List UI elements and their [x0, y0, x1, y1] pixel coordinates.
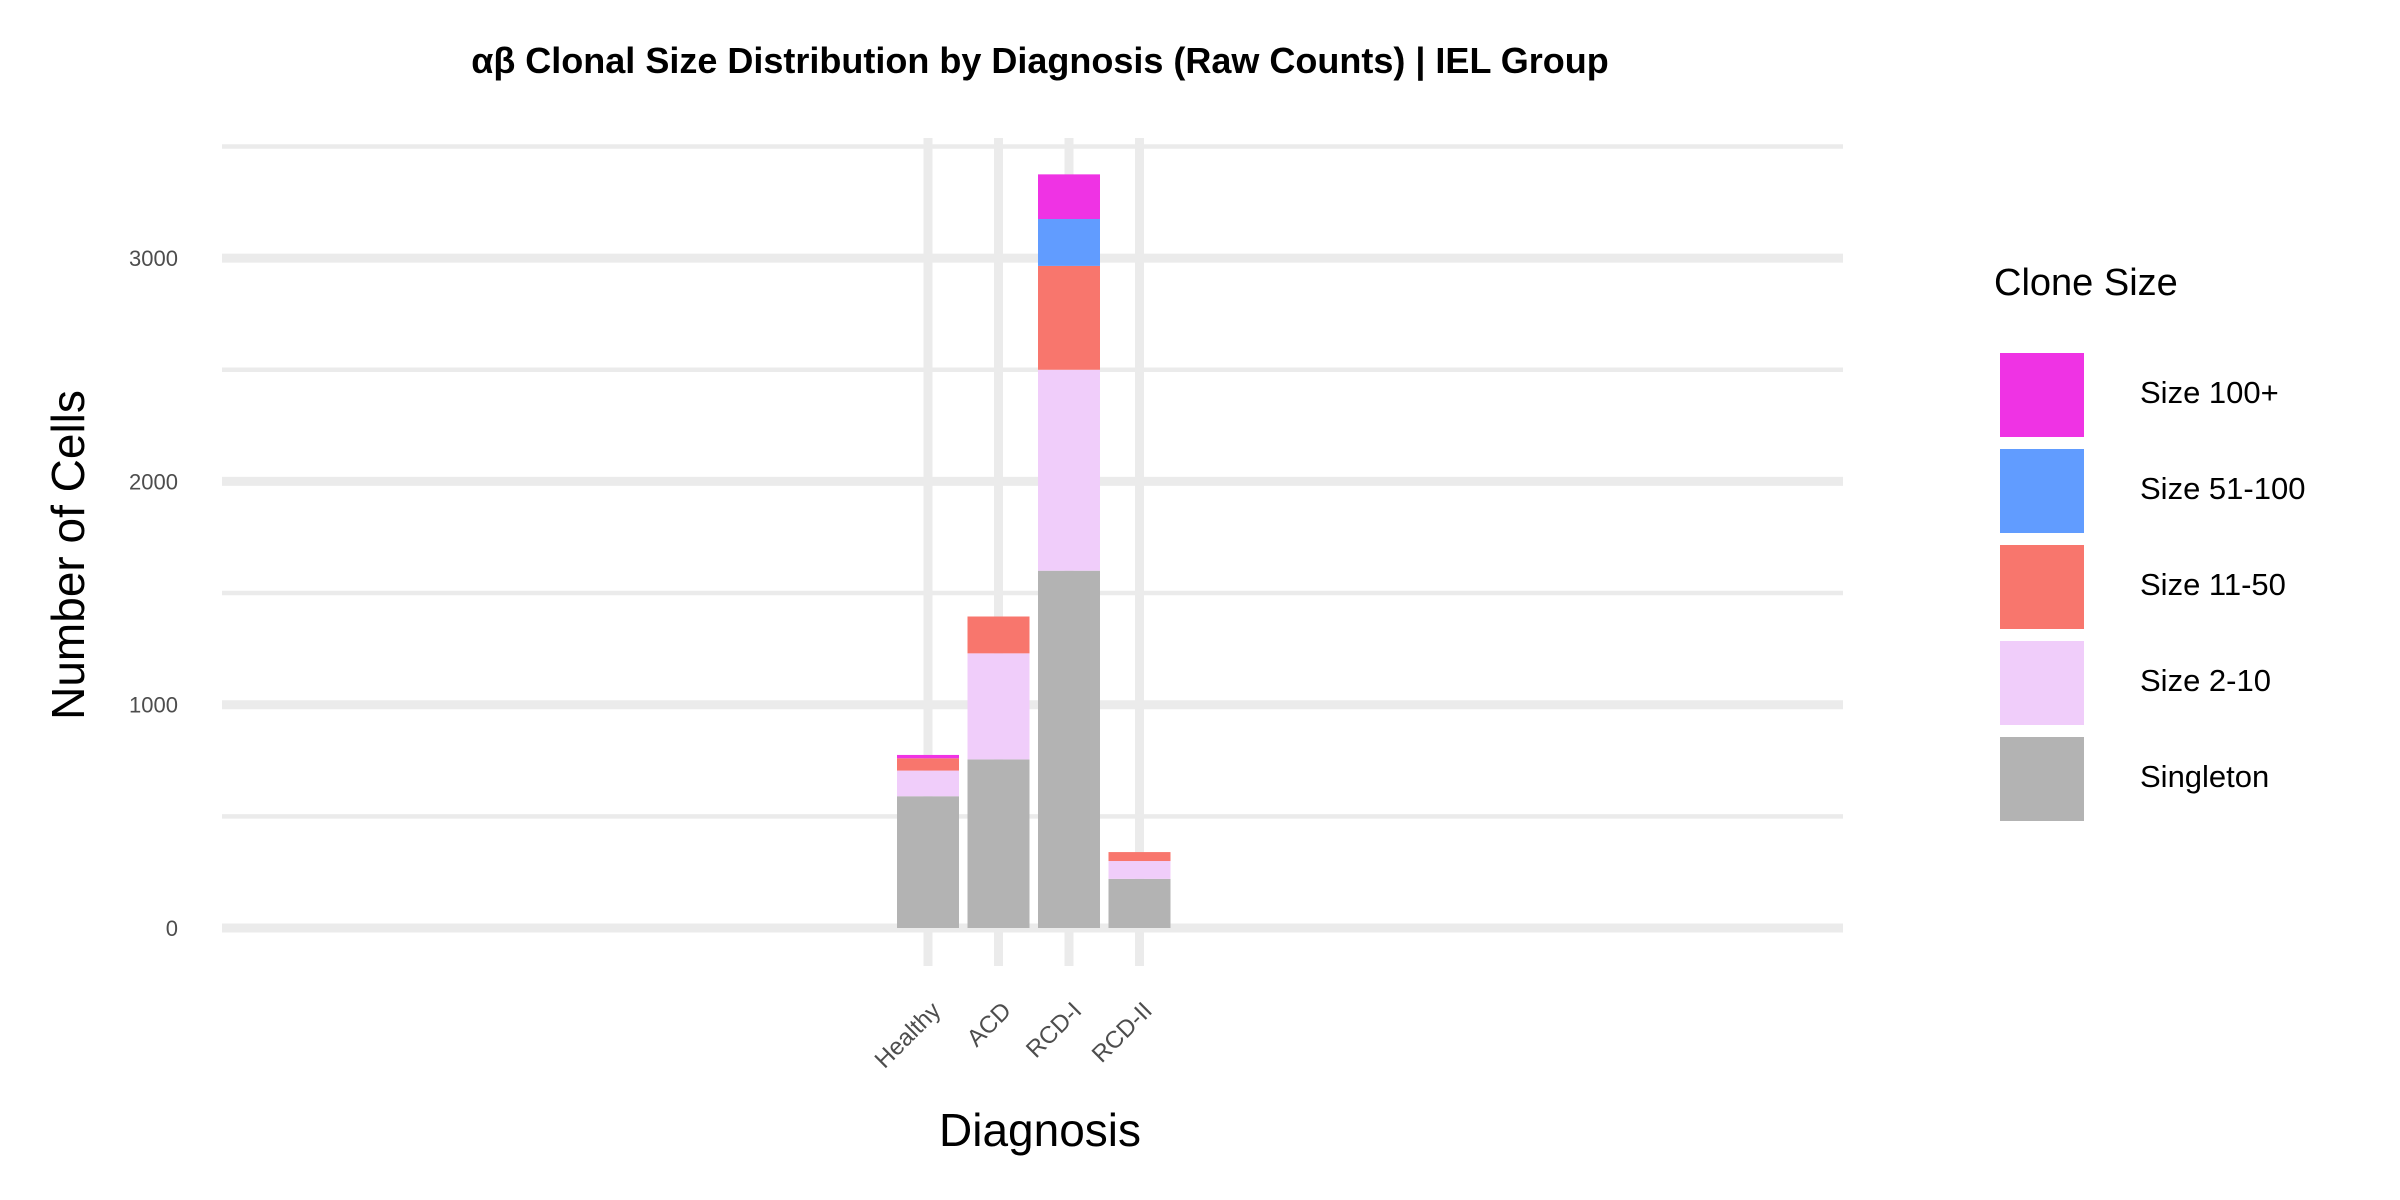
bar-segment	[1038, 265, 1100, 370]
legend-item: Size 11-50	[1994, 545, 2286, 641]
y-tick-label: 2000	[129, 469, 178, 494]
legend-key	[2000, 641, 2084, 725]
chart-title: αβ Clonal Size Distribution by Diagnosis…	[471, 40, 1609, 81]
legend-key	[2000, 449, 2084, 533]
bar-segment	[897, 796, 959, 928]
legend-key	[2000, 353, 2084, 437]
legend-items: Size 100+ Size 51-100 Size 11-50 Size 2-10 S…	[1994, 353, 2305, 833]
bar-segment	[1038, 174, 1100, 220]
bars	[897, 174, 1171, 928]
legend-key	[2000, 545, 2084, 629]
x-tick-label: Healthy	[870, 997, 947, 1074]
x-axis-title: Diagnosis	[939, 1104, 1141, 1156]
x-tick-label: ACD	[962, 997, 1017, 1052]
legend-label: Size 51-100	[2140, 471, 2306, 506]
legend-label: Size 100+	[2140, 375, 2279, 410]
bar-segment	[897, 758, 959, 771]
bar-segment	[967, 759, 1030, 928]
y-tick-label: 0	[166, 916, 178, 941]
bar-segment	[897, 754, 959, 759]
legend-item: Size 51-100	[1994, 449, 2305, 545]
bar-segment	[897, 770, 959, 797]
y-tick-labels: 0 1000 2000 3000	[129, 246, 178, 941]
bar-segment	[1038, 570, 1100, 928]
bar-segment	[1038, 369, 1100, 571]
legend-label: Size 11-50	[2140, 567, 2286, 602]
x-tick-labels: Healthy ACD RCD-I RCD-II	[870, 997, 1158, 1074]
bar-segment	[967, 653, 1030, 760]
legend: Clone Size Size 100+ Size 51-100 Size 11-5…	[1994, 262, 2305, 833]
legend-item: Size 100+	[1994, 353, 2279, 449]
legend-label: Singleton	[2140, 759, 2270, 794]
legend-item: Singleton	[1994, 737, 2269, 833]
bar-segment	[1108, 878, 1171, 928]
legend-title: Clone Size	[1994, 262, 2178, 304]
legend-label: Size 2-10	[2140, 663, 2271, 698]
bar-segment	[967, 616, 1030, 654]
x-tick-label: RCD-II	[1087, 997, 1158, 1068]
x-tick-label: RCD-I	[1021, 997, 1087, 1063]
bar-segment	[1108, 861, 1171, 879]
legend-item: Size 2-10	[1994, 641, 2271, 737]
bar-segment	[1038, 219, 1100, 266]
legend-key	[2000, 737, 2084, 821]
y-tick-label: 1000	[129, 693, 178, 718]
bar-segment	[1108, 852, 1171, 862]
y-tick-label: 3000	[129, 246, 178, 271]
gridlines	[222, 138, 1843, 966]
